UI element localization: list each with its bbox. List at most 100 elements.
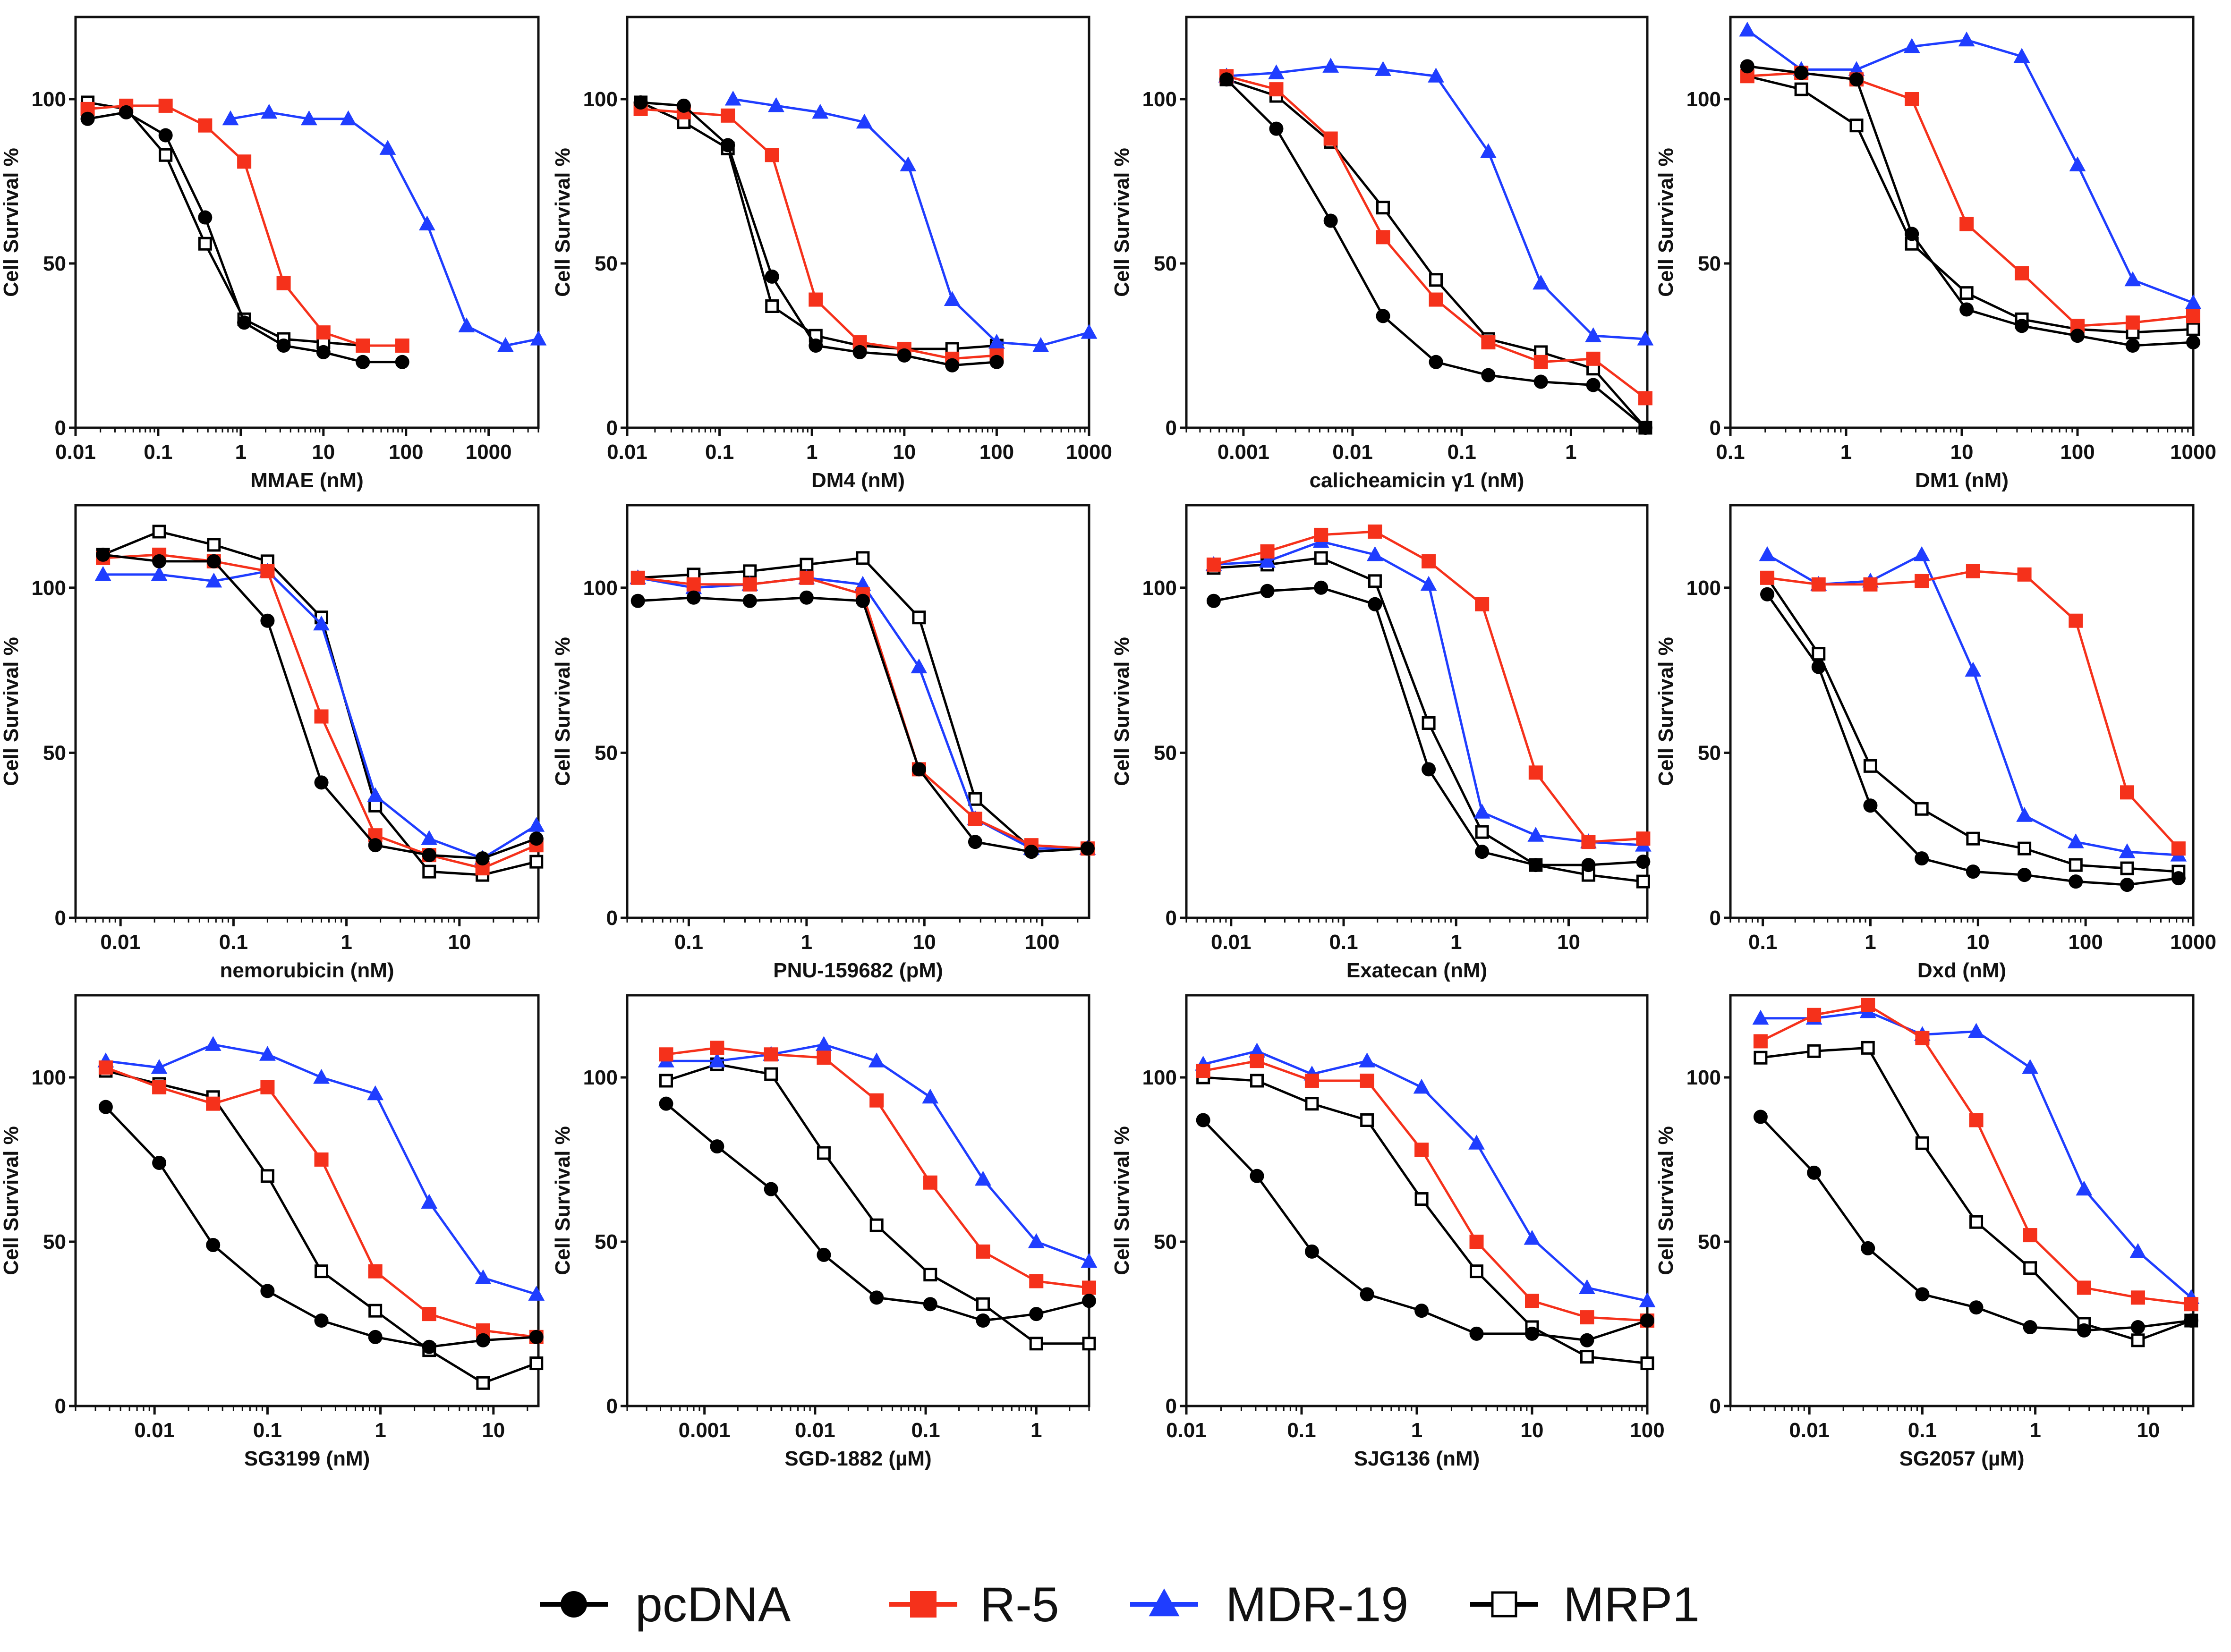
y-tick-label: 0 [1710, 416, 1721, 440]
series-mdr-19 [97, 1036, 545, 1301]
series-pcdna [659, 1096, 1096, 1328]
data-point [1260, 544, 1275, 559]
data-point [259, 1046, 276, 1061]
data-point [1849, 119, 1864, 133]
data-point [314, 775, 329, 790]
data-point [809, 292, 823, 307]
plot-frame [1729, 994, 2195, 1407]
data-point [1413, 1078, 1430, 1094]
data-point [530, 330, 547, 346]
data-point [260, 613, 275, 628]
y-tick-label: 50 [43, 1230, 66, 1254]
data-point [2067, 833, 2084, 848]
data-point [1420, 576, 1437, 591]
data-point [2129, 1243, 2146, 1258]
legend-item-mrp1: MRP1 [1470, 1577, 1700, 1632]
data-point [2069, 874, 2083, 889]
data-point [1586, 351, 1601, 366]
data-point [1740, 59, 1754, 74]
data-point [2186, 322, 2200, 336]
series-r-5 [1206, 524, 1651, 849]
series-pcdna [1206, 580, 1651, 873]
series-r-5 [96, 547, 544, 876]
data-point [1915, 1031, 1930, 1045]
series-pcdna [1196, 1113, 1654, 1347]
y-tick-label: 0 [55, 906, 66, 930]
data-point [1849, 72, 1864, 87]
y-axis-title: Cell Survival % [0, 148, 23, 297]
data-point [368, 1304, 383, 1318]
data-point [968, 792, 982, 806]
x-tick-label: 1 [806, 441, 817, 464]
data-point [300, 110, 317, 126]
series-pcdna [1753, 1110, 2198, 1338]
data-point [368, 1264, 383, 1279]
y-tick-label: 0 [55, 1395, 66, 1418]
y-tick-label: 50 [1698, 1230, 1721, 1254]
data-point [1305, 1097, 1319, 1111]
data-point [1414, 1143, 1429, 1157]
data-point [944, 291, 961, 306]
x-axis-title: nemorubicin (nM) [220, 959, 394, 982]
x-tick-label: 0.01 [1211, 931, 1252, 954]
data-point [1368, 524, 1382, 539]
data-point [1903, 38, 1920, 53]
y-axis-title: Cell Survival % [0, 1126, 23, 1275]
y-tick-label: 100 [32, 88, 66, 111]
data-point [1863, 798, 1878, 813]
data-point [1969, 1113, 1984, 1127]
data-point [816, 1036, 832, 1051]
data-point [1322, 58, 1339, 73]
data-point [1958, 31, 1975, 47]
data-point [237, 154, 252, 169]
data-point [528, 1286, 545, 1301]
series-r-5 [80, 98, 409, 353]
x-tick-label: 0.001 [1218, 441, 1269, 464]
y-axis-title: Cell Survival % [1110, 1126, 1133, 1275]
data-point [1323, 131, 1338, 146]
data-point [2015, 266, 2029, 280]
data-point [2186, 309, 2200, 323]
data-point [817, 1146, 831, 1160]
data-point [94, 566, 111, 581]
y-axis-title: Cell Survival % [1110, 637, 1133, 786]
y-tick-label: 100 [1142, 1066, 1177, 1089]
data-point [1754, 1051, 1768, 1065]
y-tick-label: 50 [1698, 741, 1721, 764]
x-tick-label: 0.001 [679, 1419, 731, 1442]
data-point [198, 210, 213, 225]
series-mdr-19 [1739, 21, 2202, 310]
data-point [1314, 551, 1328, 565]
series-line [638, 596, 1088, 853]
chart-panel: 0.01 0.1 1 10 100 1000 0 50 100 DM4 (nM) Cell Surv… [551, 16, 1112, 492]
data-point [1368, 597, 1382, 611]
data-point [1525, 1294, 1539, 1308]
y-axis-title: Cell Survival % [0, 637, 23, 786]
data-point [812, 103, 829, 119]
data-point [1969, 1300, 1984, 1315]
data-point [2023, 1261, 2037, 1275]
data-point [261, 103, 278, 119]
series-line [640, 101, 997, 367]
data-point [1032, 337, 1049, 352]
series-mrp1 [659, 1057, 1096, 1351]
data-point [1268, 64, 1285, 79]
data-point [1637, 330, 1654, 346]
x-tick-label: 1 [341, 931, 352, 954]
data-point [379, 140, 396, 155]
data-point [2022, 1059, 2039, 1074]
data-point [975, 1170, 991, 1186]
data-point [721, 138, 735, 152]
data-point [151, 1059, 168, 1074]
data-point [80, 111, 95, 126]
data-point [1811, 660, 1826, 674]
x-tick-label: 1 [1865, 931, 1876, 954]
data-point [659, 1096, 673, 1111]
series-r-5 [1753, 998, 2198, 1312]
data-point [2184, 1297, 2198, 1312]
data-point [2125, 315, 2140, 330]
data-point [1269, 82, 1284, 97]
